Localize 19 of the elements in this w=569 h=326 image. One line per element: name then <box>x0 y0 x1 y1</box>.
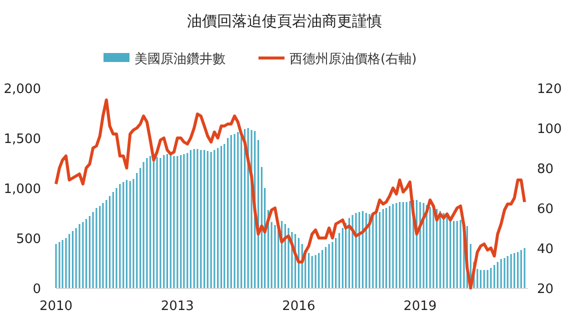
legend-label: 美國原油鑽井數 <box>134 51 226 67</box>
x-tick-label: 2010 <box>39 299 73 314</box>
x-tick-label: 2013 <box>160 299 194 314</box>
y2-tick-label: 100 <box>537 122 562 137</box>
y-tick-label: 500 <box>16 232 41 247</box>
y2-tick-label: 120 <box>537 82 562 97</box>
y2-tick-label: 40 <box>537 242 554 257</box>
line-series <box>54 98 526 290</box>
legend-label: 西德州原油價格(右軸) <box>290 52 417 67</box>
y2-tick-label: 60 <box>537 202 554 217</box>
y-tick-label: 2,000 <box>4 82 41 97</box>
chart-title: 油價回落迫使頁岩油商更謹慎 <box>187 12 382 30</box>
y-tick-label: 0 <box>32 282 41 297</box>
y-tick-label: 1,000 <box>4 182 41 197</box>
x-tick-label: 2019 <box>404 299 437 314</box>
y2-tick-label: 20 <box>537 282 554 297</box>
y2-tick-label: 80 <box>537 162 554 177</box>
x-tick-label: 2016 <box>282 299 316 314</box>
y-tick-label: 1,500 <box>4 132 41 147</box>
